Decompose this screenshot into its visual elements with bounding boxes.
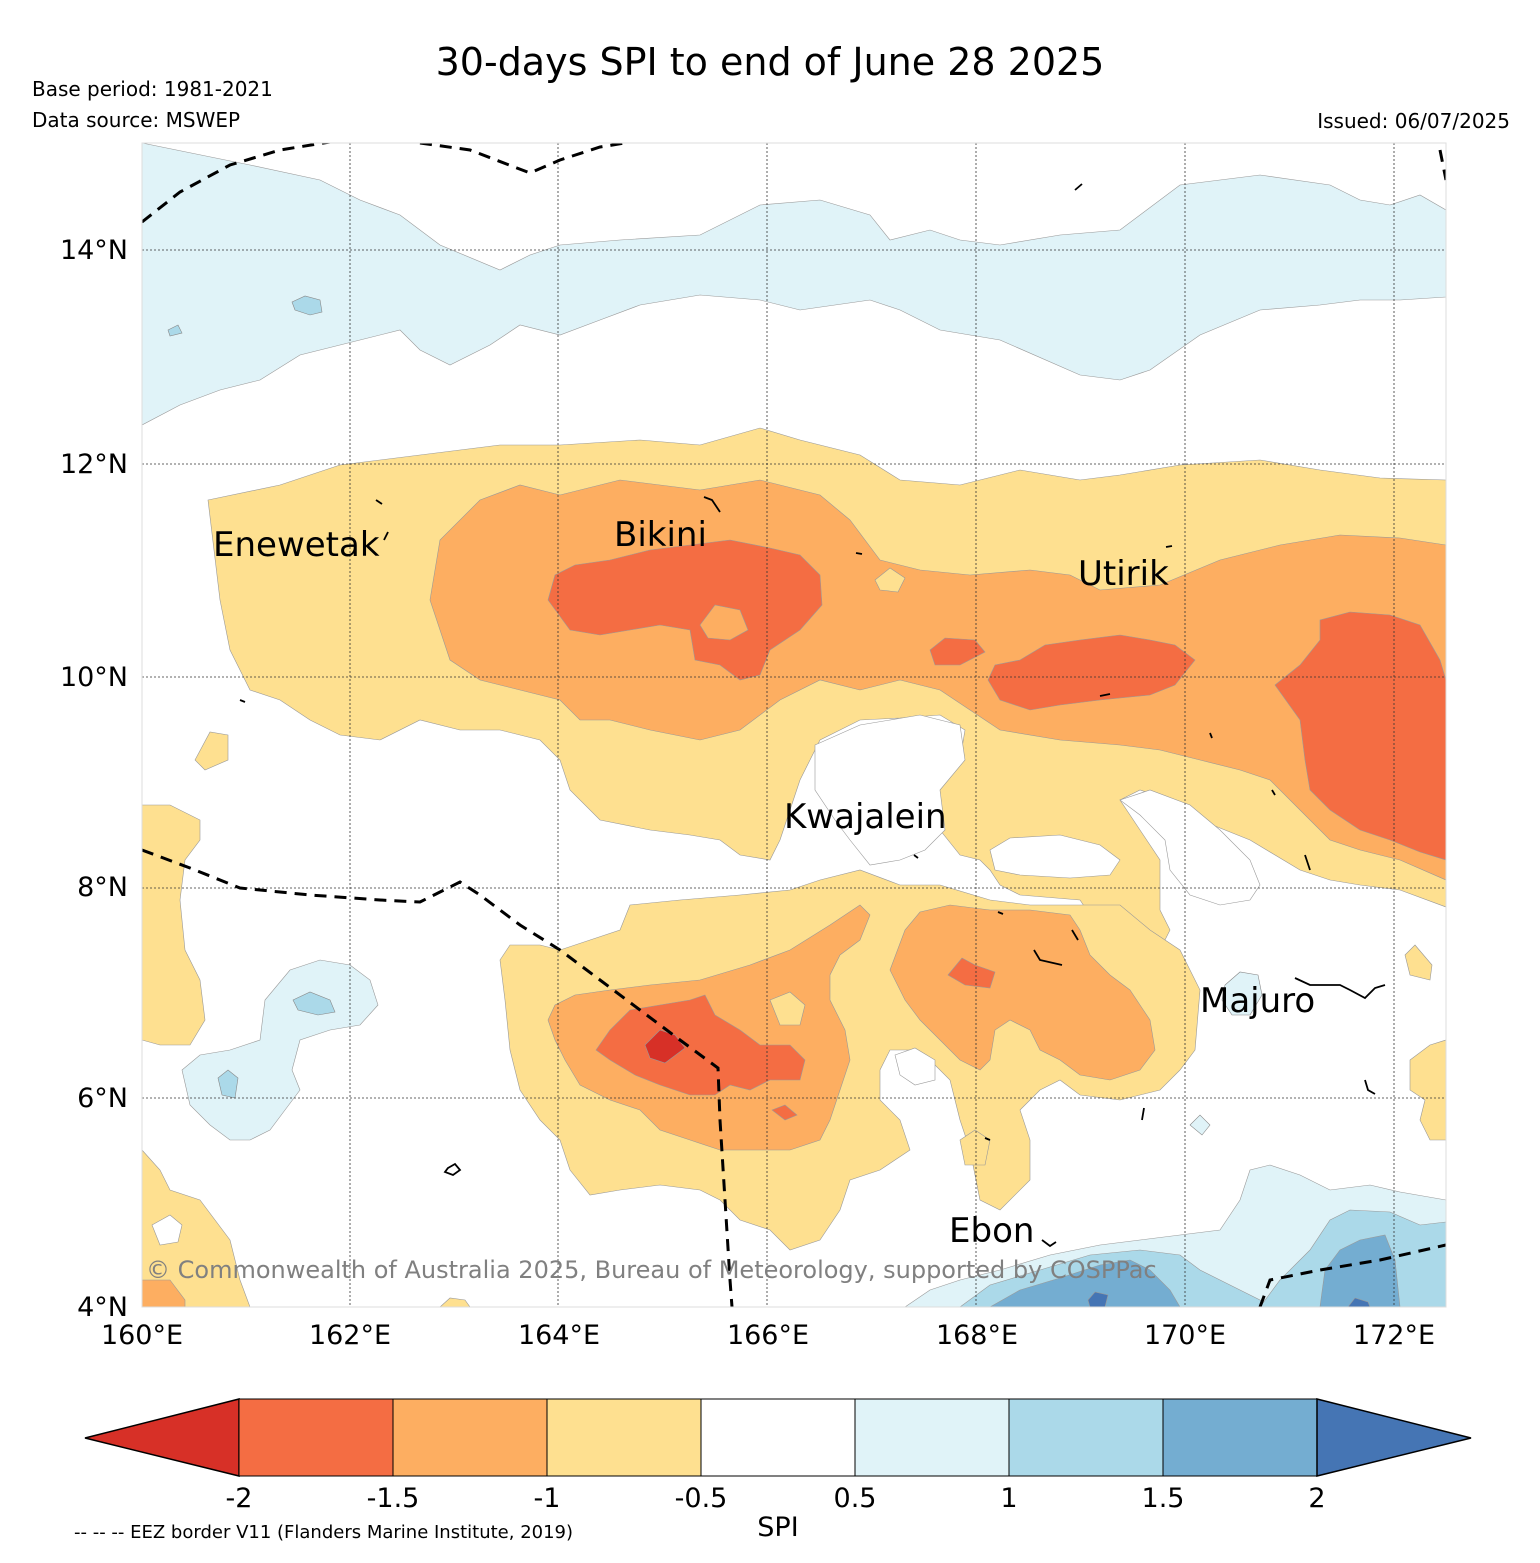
spi-contour-field xyxy=(142,143,1446,1307)
lat-labels: 14°N 12°N 10°N 8°N 6°N 4°N xyxy=(60,235,128,1323)
colorbar-tick-label: -1 xyxy=(534,1483,561,1514)
island-outlines xyxy=(239,183,1386,1248)
colorbar-segment xyxy=(238,1398,394,1477)
lat-label: 6°N xyxy=(77,1083,128,1114)
colorbar-tick-label: 1.5 xyxy=(1142,1483,1185,1514)
colorbar-tick-label: -1.5 xyxy=(367,1483,420,1514)
drier-band-south-east xyxy=(889,904,1156,1081)
place-labels: Enewetak Bikini Utirik Kwajalein Majuro … xyxy=(213,515,1315,1251)
data-source-label: Data source: MSWEP xyxy=(32,108,241,132)
lon-label: 166°E xyxy=(727,1320,809,1351)
spi-colorbar: -2 -1.5 -1 -0.5 0.5 1 1.5 2 xyxy=(84,1398,1472,1514)
severe-dry-east xyxy=(1274,611,1446,861)
lat-label: 4°N xyxy=(77,1292,128,1323)
colorbar-tick-label: -2 xyxy=(226,1483,253,1514)
colorbar-tick-label: -0.5 xyxy=(675,1483,728,1514)
colorbar-segment xyxy=(392,1398,548,1477)
severe-dry-south xyxy=(595,994,806,1096)
colorbar-segment xyxy=(854,1398,1010,1477)
place-label-majuro: Majuro xyxy=(1200,981,1315,1021)
lat-label: 8°N xyxy=(77,872,128,903)
colorbar-segment xyxy=(1162,1398,1318,1477)
lat-label: 14°N xyxy=(60,235,128,266)
lat-label: 12°N xyxy=(60,449,128,480)
place-label-utirik: Utirik xyxy=(1078,554,1169,594)
lon-label: 168°E xyxy=(936,1320,1018,1351)
wet-band-north xyxy=(142,143,1446,426)
colorbar-tick-label: 1 xyxy=(1000,1483,1017,1514)
issued-date-label: Issued: 06/07/2025 xyxy=(1317,109,1510,133)
colorbar-segment xyxy=(1008,1398,1164,1477)
place-label-kwajalein: Kwajalein xyxy=(784,797,947,837)
place-label-ebon: Ebon xyxy=(949,1211,1034,1251)
colorbar-tick-label: 0.5 xyxy=(834,1483,877,1514)
eez-border xyxy=(142,143,1446,1307)
graticule xyxy=(142,143,1446,1307)
base-period-label: Base period: 1981-2021 xyxy=(32,77,273,101)
colorbar-segment xyxy=(546,1398,702,1477)
lon-label: 162°E xyxy=(309,1320,391,1351)
eez-legend-note: -- -- -- EEZ border V11 (Flanders Marine… xyxy=(74,1522,574,1543)
lon-label: 160°E xyxy=(101,1320,183,1351)
lat-label: 10°N xyxy=(60,662,128,693)
colorbar-segment xyxy=(700,1398,856,1477)
colorbar-low-extension xyxy=(84,1398,240,1477)
colorbar-tick-label: 2 xyxy=(1308,1483,1325,1514)
lon-label: 170°E xyxy=(1144,1320,1226,1351)
colorbar-label: SPI xyxy=(757,1512,799,1543)
severe-dry-bikini xyxy=(547,539,823,681)
lon-label: 164°E xyxy=(518,1320,600,1351)
place-label-bikini: Bikini xyxy=(614,515,707,555)
map-title: 30-days SPI to end of June 28 2025 xyxy=(435,40,1105,84)
copyright-watermark: © Commonwealth of Australia 2025, Bureau… xyxy=(146,1256,1157,1284)
lon-labels: 160°E 162°E 164°E 166°E 168°E 170°E 172°… xyxy=(101,1320,1435,1351)
lon-label: 172°E xyxy=(1353,1320,1435,1351)
map-frame xyxy=(141,142,1447,1308)
colorbar-high-extension xyxy=(1316,1398,1472,1477)
extreme-dry-core xyxy=(644,1029,686,1064)
place-label-enewetak: Enewetak xyxy=(213,525,380,565)
